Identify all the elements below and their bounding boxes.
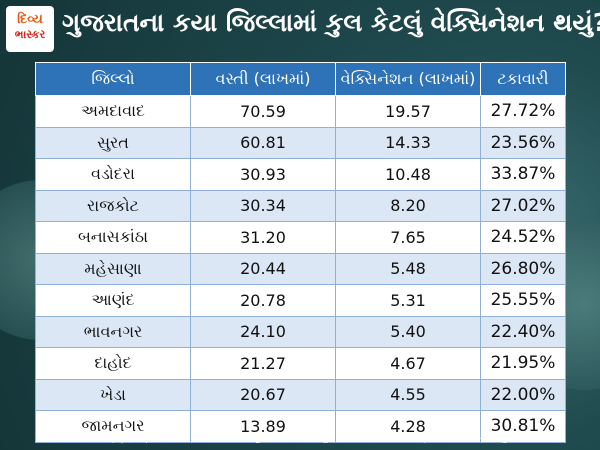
table-cell: 21.95% xyxy=(480,347,566,380)
table-cell: 20.67 xyxy=(190,378,336,411)
column-header: વેક્સિનેશન (લાખમાં) xyxy=(335,62,481,96)
table-cell: 10.48 xyxy=(335,158,481,191)
logo-text: ભાસ્કર xyxy=(14,28,46,41)
table-cell: 60.81 xyxy=(190,126,336,159)
table-cell: 22.00% xyxy=(480,378,566,411)
table-cell: 4.28 xyxy=(335,410,481,443)
table-row: બનાસકાંઠા 31.20 7.65 24.52% xyxy=(35,221,566,254)
title: ગુજરાતના કયા જિલ્લામાં કુલ કેટલું વેક્સિ… xyxy=(62,8,600,37)
table-cell: આણંદ xyxy=(35,284,191,317)
table-row: દાહોદ 21.27 4.67 21.95% xyxy=(35,347,566,380)
table-row: રાજકોટ 30.34 8.20 27.02% xyxy=(35,189,566,222)
table-cell: 7.65 xyxy=(335,221,481,254)
table-cell: 27.02% xyxy=(480,189,566,222)
table-cell: 19.57 xyxy=(335,95,481,128)
table-cell: 13.89 xyxy=(190,410,336,443)
table-row: મહેસાણા 20.44 5.48 26.80% xyxy=(35,252,566,285)
footer-note: વસ્તી 2011 પ્રમાણે | (https://dashboard.… xyxy=(40,433,560,444)
table-cell: 70.59 xyxy=(190,95,336,128)
table-cell: 5.31 xyxy=(335,284,481,317)
table-cell: 5.40 xyxy=(335,315,481,348)
table-cell: 20.44 xyxy=(190,252,336,285)
table-cell: 25.55% xyxy=(480,284,566,317)
table-row: અમદાવાદ 70.59 19.57 27.72% xyxy=(35,95,566,128)
table-cell: 4.67 xyxy=(335,347,481,380)
table-cell: 5.48 xyxy=(335,252,481,285)
table-cell: 20.78 xyxy=(190,284,336,317)
table-cell: 23.56% xyxy=(480,126,566,159)
logo-text: દિવ્ય xyxy=(17,12,43,27)
header-row: જિલ્લો વસ્તી (લાખમાં) વેક્સિનેશન (લાખમાં) ટ… xyxy=(35,62,566,96)
table-cell: 31.20 xyxy=(190,221,336,254)
column-header: જિલ્લો xyxy=(35,62,191,96)
table-cell: 8.20 xyxy=(335,189,481,222)
table-cell: 33.87% xyxy=(480,158,566,191)
table-cell: જામનગર xyxy=(35,410,191,443)
table-cell: અમદાવાદ xyxy=(35,95,191,128)
table-row: વડોદરા 30.93 10.48 33.87% xyxy=(35,158,566,191)
table-row: સુરત 60.81 14.33 23.56% xyxy=(35,126,566,159)
logo: દિવ્ય ભાસ્કર xyxy=(6,6,54,52)
table-row: જામનગર 13.89 4.28 30.81% xyxy=(35,410,566,443)
table-cell: 14.33 xyxy=(335,126,481,159)
table-cell: 30.81% xyxy=(480,410,566,443)
table-cell: 24.52% xyxy=(480,221,566,254)
table-cell: 30.93 xyxy=(190,158,336,191)
table-cell: 30.34 xyxy=(190,189,336,222)
table-cell: સુરત xyxy=(35,126,191,159)
table-cell: દાહોદ xyxy=(35,347,191,380)
table-body: અમદાવાદ 70.59 19.57 27.72% સુરત 60.81 14.33 23.… xyxy=(35,95,566,443)
table-cell: 27.72% xyxy=(480,95,566,128)
table-cell: 26.80% xyxy=(480,252,566,285)
data-table: જિલ્લો વસ્તી (લાખમાં) વેક્સિનેશન (લાખમાં) ટ… xyxy=(35,62,566,443)
table-cell: 21.27 xyxy=(190,347,336,380)
table-cell: વડોદરા xyxy=(35,158,191,191)
table-cell: રાજકોટ xyxy=(35,189,191,222)
table-cell: ખેડા xyxy=(35,378,191,411)
column-header: ટકાવારી xyxy=(480,62,566,96)
table-cell: ભાવનગર xyxy=(35,315,191,348)
table-cell: 22.40% xyxy=(480,315,566,348)
table-cell: 24.10 xyxy=(190,315,336,348)
table-row: ખેડા 20.67 4.55 22.00% xyxy=(35,378,566,411)
table-cell: મહેસાણા xyxy=(35,252,191,285)
column-header: વસ્તી (લાખમાં) xyxy=(190,62,336,96)
table-cell: બનાસકાંઠા xyxy=(35,221,191,254)
table-row: ભાવનગર 24.10 5.40 22.40% xyxy=(35,315,566,348)
table-cell: 4.55 xyxy=(335,378,481,411)
table-row: આણંદ 20.78 5.31 25.55% xyxy=(35,284,566,317)
